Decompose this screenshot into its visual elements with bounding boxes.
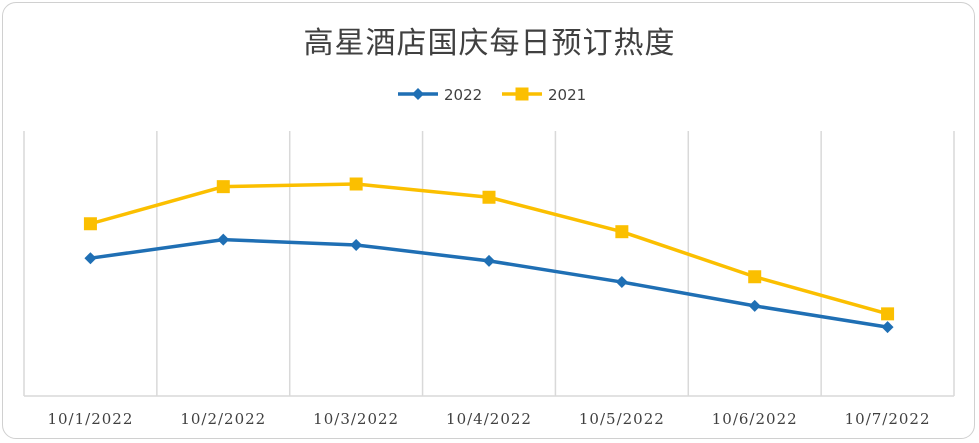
data-point-square <box>482 190 496 204</box>
data-point-square <box>83 217 97 231</box>
data-point-diamond <box>881 321 894 334</box>
data-point-square <box>881 307 895 321</box>
data-point-diamond <box>84 252 97 265</box>
legend-item: 2022 <box>398 86 482 104</box>
data-point-diamond <box>350 238 363 251</box>
series-2021 <box>83 177 895 321</box>
legend: 2022 2021 <box>398 86 586 104</box>
series-line <box>90 237 888 329</box>
legend-label: 2021 <box>548 86 586 104</box>
data-point-square <box>515 87 529 101</box>
data-point-diamond <box>217 233 230 246</box>
legend-item: 2021 <box>502 86 586 104</box>
data-point-diamond <box>748 299 761 312</box>
series-2022 <box>84 233 894 334</box>
chart-title: 高星酒店国庆每日预订热度 <box>303 26 676 61</box>
data-point-square <box>748 270 762 284</box>
data-point-square <box>349 177 363 191</box>
x-tick-label: 10/7/2022 <box>845 410 931 428</box>
x-axis: 10/1/2022 10/2/2022 10/3/2022 10/4/2022 10/5… <box>24 395 954 428</box>
data-point-square <box>615 225 629 239</box>
x-tick-label: 10/2/2022 <box>180 410 266 428</box>
x-tick-label: 10/5/2022 <box>579 410 665 428</box>
x-tick-label: 10/4/2022 <box>446 410 532 428</box>
grid-lines <box>23 131 955 396</box>
data-point-diamond <box>412 88 424 100</box>
x-tick-label: 10/3/2022 <box>313 410 399 428</box>
x-tick-label: 10/1/2022 <box>47 410 133 428</box>
x-tick-label: 10/6/2022 <box>712 410 798 428</box>
data-point-diamond <box>615 276 628 289</box>
legend-label: 2022 <box>444 86 482 104</box>
series-group <box>83 177 895 334</box>
data-point-square <box>216 180 230 194</box>
data-point-diamond <box>483 254 495 267</box>
